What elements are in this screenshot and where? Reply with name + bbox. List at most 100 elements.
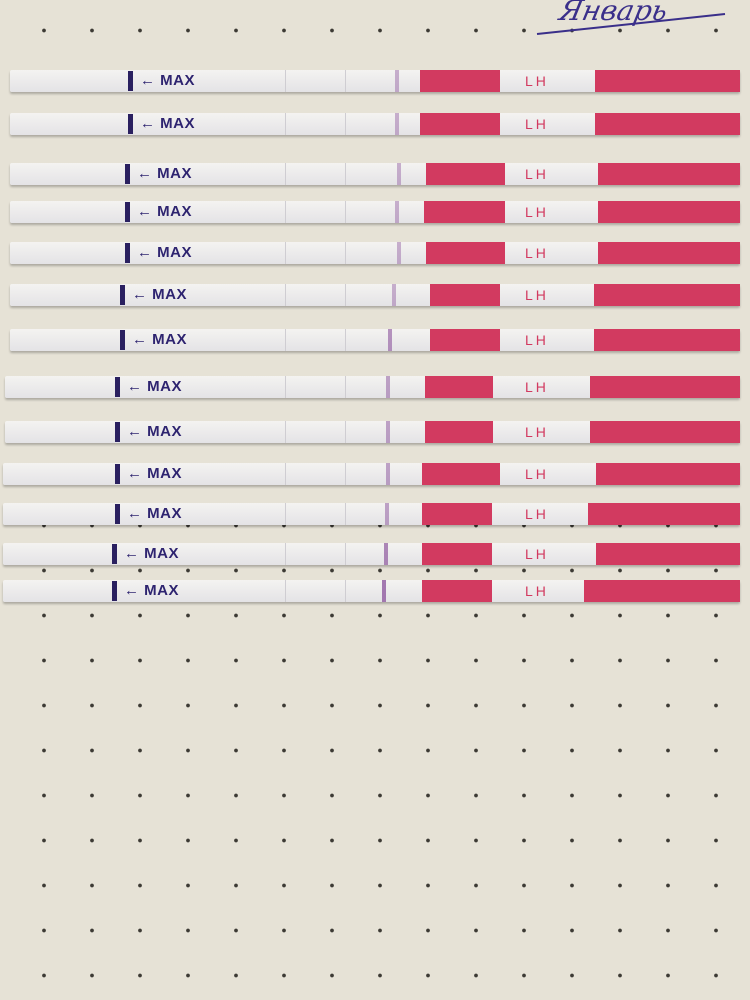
dye-band — [598, 201, 740, 223]
lh-label: LH — [525, 379, 549, 395]
dye-band — [590, 376, 740, 398]
segment-edge — [345, 329, 346, 351]
max-label: ← MAX — [137, 203, 192, 220]
test-strip: ← MAX LH — [3, 463, 740, 485]
max-label: ← MAX — [132, 331, 187, 348]
segment-edge — [345, 503, 346, 525]
control-bar — [115, 464, 120, 484]
segment-edge — [345, 113, 346, 135]
control-bar — [125, 202, 130, 222]
test-strip: ← MAX LH — [3, 503, 740, 525]
lh-label: LH — [525, 166, 549, 182]
max-label: ← MAX — [137, 244, 192, 261]
control-bar — [115, 504, 120, 524]
segment-edge — [345, 201, 346, 223]
test-strip: ← MAX LH — [10, 284, 740, 306]
dye-band — [594, 284, 740, 306]
max-label: ← MAX — [127, 505, 182, 522]
segment-edge — [285, 242, 286, 264]
handwritten-month-label: Январь — [535, 0, 735, 40]
dye-band — [422, 463, 500, 485]
max-label: ← MAX — [124, 545, 179, 562]
test-strip: ← MAX LH — [10, 70, 740, 92]
test-line — [385, 503, 389, 525]
test-strip: ← MAX LH — [5, 376, 740, 398]
segment-edge — [285, 376, 286, 398]
dye-band — [430, 284, 500, 306]
test-strip: ← MAX LH — [5, 421, 740, 443]
test-strip: ← MAX LH — [10, 201, 740, 223]
test-line — [395, 113, 399, 135]
segment-edge — [285, 329, 286, 351]
dye-band — [425, 421, 493, 443]
max-label: ← MAX — [127, 465, 182, 482]
dye-band — [594, 329, 740, 351]
test-strip: ← MAX LH — [10, 163, 740, 185]
segment-edge — [345, 543, 346, 565]
dye-band — [424, 201, 505, 223]
dye-band — [595, 70, 740, 92]
lh-label: LH — [525, 116, 549, 132]
segment-edge — [285, 463, 286, 485]
test-line — [386, 421, 390, 443]
segment-edge — [345, 242, 346, 264]
dye-band — [420, 70, 500, 92]
test-strip: ← MAX LH — [10, 329, 740, 351]
segment-edge — [345, 163, 346, 185]
test-line — [388, 329, 392, 351]
segment-edge — [345, 421, 346, 443]
max-label: ← MAX — [127, 378, 182, 395]
dye-band — [584, 580, 740, 602]
segment-edge — [285, 421, 286, 443]
underline-stroke — [536, 13, 726, 35]
test-line — [384, 543, 388, 565]
test-strip: ← MAX LH — [10, 113, 740, 135]
segment-edge — [285, 163, 286, 185]
dye-band — [422, 503, 492, 525]
control-bar — [115, 377, 120, 397]
dye-band — [590, 421, 740, 443]
test-strip: ← MAX LH — [3, 543, 740, 565]
lh-label: LH — [525, 287, 549, 303]
test-line — [382, 580, 386, 602]
segment-edge — [285, 201, 286, 223]
lh-label: LH — [525, 506, 549, 522]
dye-band — [426, 163, 505, 185]
dye-band — [596, 543, 740, 565]
lh-label: LH — [525, 583, 549, 599]
dye-band — [426, 242, 505, 264]
segment-edge — [345, 580, 346, 602]
segment-edge — [285, 284, 286, 306]
test-strip: ← MAX LH — [3, 580, 740, 602]
control-bar — [128, 71, 133, 91]
test-line — [397, 163, 401, 185]
segment-edge — [285, 543, 286, 565]
control-bar — [120, 330, 125, 350]
max-label: ← MAX — [140, 115, 195, 132]
lh-label: LH — [525, 73, 549, 89]
dye-band — [430, 329, 500, 351]
segment-edge — [285, 580, 286, 602]
test-line — [386, 463, 390, 485]
control-bar — [125, 164, 130, 184]
max-label: ← MAX — [127, 423, 182, 440]
test-line — [392, 284, 396, 306]
control-bar — [128, 114, 133, 134]
segment-edge — [345, 284, 346, 306]
segment-edge — [285, 70, 286, 92]
dye-band — [422, 543, 492, 565]
test-strip: ← MAX LH — [10, 242, 740, 264]
test-line — [397, 242, 401, 264]
dye-band — [422, 580, 492, 602]
segment-edge — [285, 503, 286, 525]
max-label: ← MAX — [137, 165, 192, 182]
control-bar — [112, 544, 117, 564]
lh-label: LH — [525, 332, 549, 348]
lh-label: LH — [525, 466, 549, 482]
dye-band — [420, 113, 500, 135]
dye-band — [598, 242, 740, 264]
dye-band — [595, 113, 740, 135]
dye-band — [596, 463, 740, 485]
segment-edge — [345, 376, 346, 398]
lh-label: LH — [525, 546, 549, 562]
